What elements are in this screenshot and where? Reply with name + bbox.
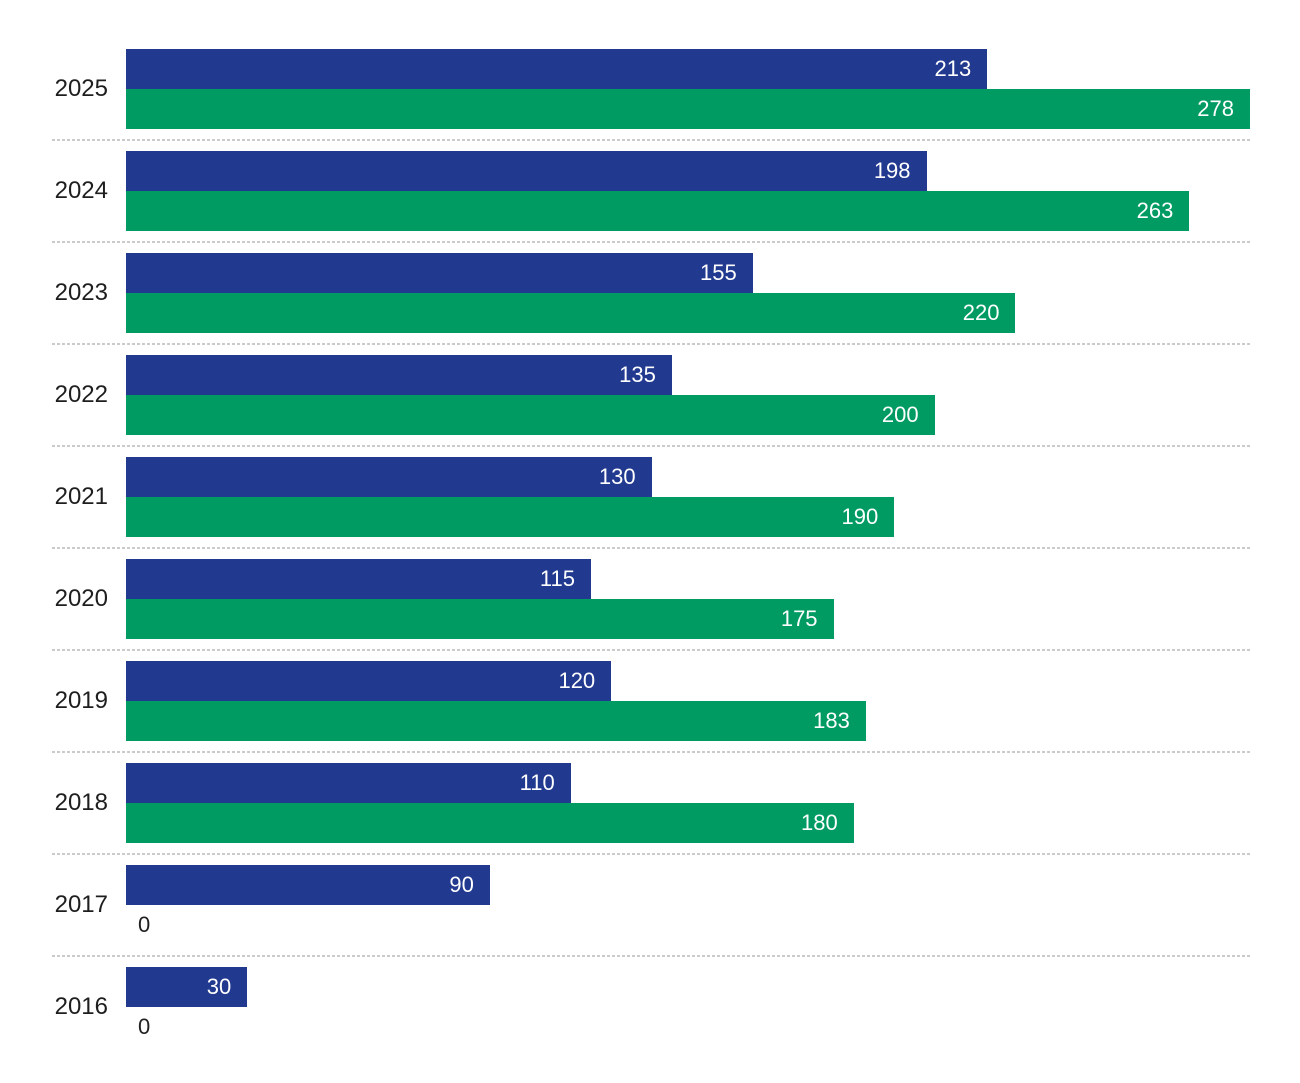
row-separator <box>52 445 1250 447</box>
category-label: 2017 <box>54 891 108 918</box>
bar-blue-series: 155 <box>126 253 753 293</box>
bar-blue-series: 110 <box>126 763 571 803</box>
bar-green-series: 183 <box>126 701 866 741</box>
bar-blue-series: 198 <box>126 151 927 191</box>
row-separator <box>52 955 1250 957</box>
row-separator <box>52 649 1250 651</box>
row-separator <box>52 751 1250 753</box>
bar-blue-series: 120 <box>126 661 612 701</box>
value-label-blue: 90 <box>449 872 474 897</box>
row-separator <box>52 853 1250 855</box>
bar-group: 110 180 <box>126 763 1250 843</box>
category-label: 2016 <box>54 993 108 1020</box>
value-label-blue: 198 <box>873 158 911 183</box>
value-label-green: 0 <box>138 1014 151 1039</box>
chart-row: 2018 110 180 <box>0 752 1300 855</box>
chart-row: 2017 90 0 <box>0 854 1300 957</box>
value-label-blue: 115 <box>539 566 575 591</box>
value-label-blue: 155 <box>699 260 737 285</box>
chart-row: 2024 198 263 <box>0 140 1300 243</box>
bar-green-series: 0 <box>126 905 1250 945</box>
category-label: 2024 <box>54 177 108 204</box>
chart-row: 2022 135 200 <box>0 344 1300 447</box>
bar-group: 90 0 <box>126 865 1250 945</box>
value-label-blue: 30 <box>206 974 232 999</box>
bar-blue-series: 115 <box>126 559 591 599</box>
bar-green-series: 263 <box>126 191 1190 231</box>
value-label-blue: 120 <box>558 668 596 693</box>
value-label-blue: 213 <box>934 56 972 81</box>
category-label: 2020 <box>54 585 108 612</box>
bar-green-series: 278 <box>126 89 1250 129</box>
category-label: 2021 <box>54 483 108 510</box>
bar-group: 135 200 <box>126 355 1250 435</box>
chart-row: 2020 115 175 <box>0 548 1300 651</box>
bar-green-series: 200 <box>126 395 935 435</box>
bar-green-series: 175 <box>126 599 834 639</box>
value-label-green: 263 <box>1136 198 1174 223</box>
chart-row: 2023 155 220 <box>0 242 1300 345</box>
bar-group: 213 278 <box>126 49 1250 129</box>
bar-blue-series: 135 <box>126 355 672 395</box>
value-label-green: 190 <box>841 504 879 529</box>
bar-blue-series: 130 <box>126 457 652 497</box>
bar-group: 155 220 <box>126 253 1250 333</box>
value-label-blue: 130 <box>598 464 636 489</box>
row-separator <box>52 547 1250 549</box>
bar-blue-series: 30 <box>126 967 248 1007</box>
value-label-green: 278 <box>1197 96 1234 121</box>
bar-green-series: 180 <box>126 803 854 843</box>
row-separator <box>52 241 1250 243</box>
bar-blue-series: 213 <box>126 49 988 89</box>
chart-row: 2019 120 183 <box>0 650 1300 753</box>
category-label: 2019 <box>54 687 108 714</box>
value-label-green: 175 <box>780 606 818 631</box>
chart-row: 2021 130 190 <box>0 446 1300 549</box>
bar-green-series: 190 <box>126 497 895 537</box>
category-label: 2025 <box>54 75 108 102</box>
chart-row: 2016 30 0 <box>0 956 1300 1058</box>
bar-green-series: 0 <box>126 1007 1250 1047</box>
row-separator <box>52 343 1250 345</box>
value-label-blue: 110 <box>519 770 555 795</box>
category-label: 2022 <box>54 381 108 408</box>
category-label: 2023 <box>54 279 108 306</box>
bar-group: 30 0 <box>126 967 1250 1047</box>
bar-group: 130 190 <box>126 457 1250 537</box>
value-label-green: 200 <box>881 402 919 427</box>
value-label-green: 183 <box>813 708 850 733</box>
chart-row: 2025 213 278 <box>0 38 1300 141</box>
bar-group: 120 183 <box>126 661 1250 741</box>
category-label: 2018 <box>54 789 108 816</box>
row-separator <box>52 139 1250 141</box>
bar-green-series: 220 <box>126 293 1016 333</box>
bar-blue-series: 90 <box>126 865 490 905</box>
value-label-green: 0 <box>138 912 151 937</box>
bar-chart: 2025 213 278 2024 198 263 2023 155 <box>0 38 1300 1058</box>
value-label-green: 180 <box>801 810 838 835</box>
value-label-blue: 135 <box>619 362 656 387</box>
value-label-green: 220 <box>962 300 1000 325</box>
bar-group: 198 263 <box>126 151 1250 231</box>
bar-group: 115 175 <box>126 559 1250 639</box>
